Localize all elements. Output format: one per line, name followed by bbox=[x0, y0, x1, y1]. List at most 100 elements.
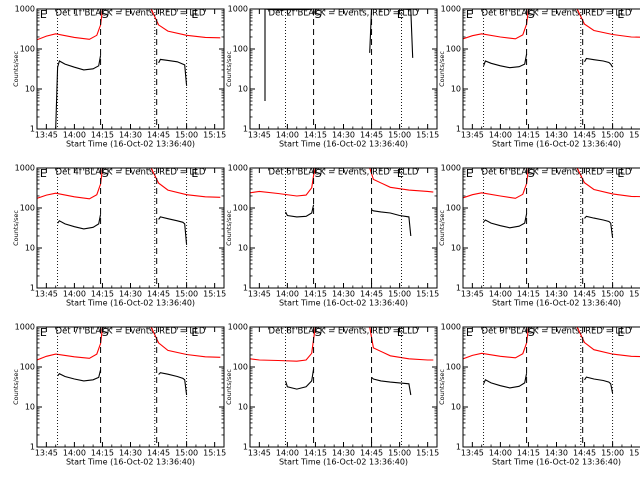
x-tick-label: 13:45 bbox=[248, 449, 271, 458]
marker-label: S bbox=[102, 326, 109, 339]
x-axis-label: Start Time (16-Oct-02 13:36:40) bbox=[492, 140, 621, 149]
y-axis-label: Counts/sec bbox=[438, 369, 446, 405]
plot-frame bbox=[462, 167, 640, 289]
marker-label: E bbox=[617, 326, 624, 339]
y-tick-label: 1000 bbox=[441, 323, 461, 332]
marker-label: S bbox=[528, 8, 535, 21]
y-tick-label: 10 bbox=[238, 244, 248, 253]
plot-frame bbox=[36, 167, 225, 289]
x-tick-label: 15:15 bbox=[416, 131, 439, 140]
lld-series-line bbox=[463, 327, 640, 360]
x-tick-label: 14:30 bbox=[332, 449, 355, 458]
x-tick-label: 15:15 bbox=[629, 449, 640, 458]
events-series-line bbox=[264, 9, 313, 101]
y-tick-label: 1000 bbox=[228, 164, 248, 173]
marker-label: E bbox=[466, 167, 473, 180]
events-series-line bbox=[158, 58, 188, 86]
x-axis-label: Start Time (16-Oct-02 13:36:40) bbox=[279, 458, 408, 467]
series-group bbox=[37, 327, 221, 396]
x-tick-label: 14:00 bbox=[63, 131, 86, 140]
x-tick-label: 15:00 bbox=[388, 131, 411, 140]
events-series-line bbox=[584, 215, 614, 238]
y-tick-label: 100 bbox=[233, 45, 248, 54]
marker-label: E bbox=[397, 8, 404, 21]
marker-label: E bbox=[40, 8, 47, 21]
y-tick-label: 1 bbox=[30, 125, 35, 134]
marker-label: E bbox=[191, 167, 198, 180]
y-tick-label: 10 bbox=[25, 85, 35, 94]
y-tick-label: 1000 bbox=[441, 5, 461, 14]
marker-label: E bbox=[191, 8, 198, 21]
x-tick-label: 14:30 bbox=[119, 131, 142, 140]
marker-label: E bbox=[191, 326, 198, 339]
y-tick-label: 1000 bbox=[228, 323, 248, 332]
x-tick-label: 13:45 bbox=[461, 131, 484, 140]
x-tick-label: 14:15 bbox=[91, 290, 114, 299]
x-tick-label: 15:15 bbox=[416, 449, 439, 458]
x-tick-label: 13:45 bbox=[461, 290, 484, 299]
x-tick-label: 14:00 bbox=[276, 290, 299, 299]
y-tick-label: 10 bbox=[451, 85, 461, 94]
events-series-line bbox=[483, 213, 528, 229]
x-tick-label: 14:45 bbox=[360, 131, 383, 140]
events-series-line bbox=[158, 372, 188, 396]
y-tick-label: 100 bbox=[233, 363, 248, 372]
marker-label: E bbox=[617, 8, 624, 21]
y-tick-label: 10 bbox=[25, 403, 35, 412]
x-axis-label: Start Time (16-Oct-02 13:36:40) bbox=[66, 299, 195, 308]
marker-label: S bbox=[102, 8, 109, 21]
marker-label: E bbox=[466, 8, 473, 21]
events-series-line bbox=[158, 216, 188, 245]
y-tick-label: 1000 bbox=[441, 164, 461, 173]
x-tick-label: 13:45 bbox=[248, 290, 271, 299]
x-tick-label: 14:15 bbox=[304, 290, 327, 299]
x-tick-label: 14:00 bbox=[489, 290, 512, 299]
x-tick-label: 14:45 bbox=[147, 290, 170, 299]
x-tick-label: 15:00 bbox=[175, 290, 198, 299]
series-group bbox=[37, 9, 221, 129]
x-tick-label: 14:15 bbox=[91, 131, 114, 140]
marker-label: S bbox=[315, 326, 322, 339]
plot-frame bbox=[249, 167, 438, 289]
series-group bbox=[250, 168, 434, 237]
y-axis-label: Counts/sec bbox=[12, 369, 20, 405]
x-tick-label: 14:15 bbox=[517, 131, 540, 140]
lld-series-line bbox=[250, 327, 434, 362]
x-tick-label: 15:15 bbox=[203, 290, 226, 299]
x-axis-label: Start Time (16-Oct-02 13:36:40) bbox=[279, 299, 408, 308]
x-axis-label: Start Time (16-Oct-02 13:36:40) bbox=[66, 140, 195, 149]
series-group bbox=[463, 168, 640, 238]
y-tick-label: 1 bbox=[243, 284, 248, 293]
x-tick-label: 14:30 bbox=[332, 131, 355, 140]
marker-label: S bbox=[315, 167, 322, 180]
x-tick-label: 14:30 bbox=[332, 290, 355, 299]
events-series-line bbox=[371, 209, 412, 237]
events-series-line bbox=[371, 376, 412, 396]
y-tick-label: 1 bbox=[456, 125, 461, 134]
y-axis-label: Counts/sec bbox=[225, 210, 233, 246]
marker-label: E bbox=[466, 326, 473, 339]
x-tick-label: 14:45 bbox=[573, 131, 596, 140]
x-tick-label: 14:45 bbox=[360, 290, 383, 299]
x-axis-label: Start Time (16-Oct-02 13:36:40) bbox=[279, 140, 408, 149]
events-series-line bbox=[57, 214, 102, 230]
y-tick-label: 1 bbox=[243, 443, 248, 452]
events-series-line bbox=[483, 373, 528, 389]
plot-frame bbox=[36, 8, 225, 130]
marker-label: E bbox=[397, 167, 404, 180]
y-axis-label: Counts/sec bbox=[438, 210, 446, 246]
y-tick-label: 100 bbox=[446, 45, 461, 54]
x-tick-label: 15:00 bbox=[175, 449, 198, 458]
x-tick-label: 15:15 bbox=[203, 449, 226, 458]
x-tick-label: 13:45 bbox=[35, 449, 58, 458]
y-tick-label: 1 bbox=[243, 125, 248, 134]
y-tick-label: 100 bbox=[20, 204, 35, 213]
x-tick-label: 14:15 bbox=[304, 449, 327, 458]
x-tick-label: 15:00 bbox=[175, 131, 198, 140]
plot-frame bbox=[36, 326, 225, 448]
